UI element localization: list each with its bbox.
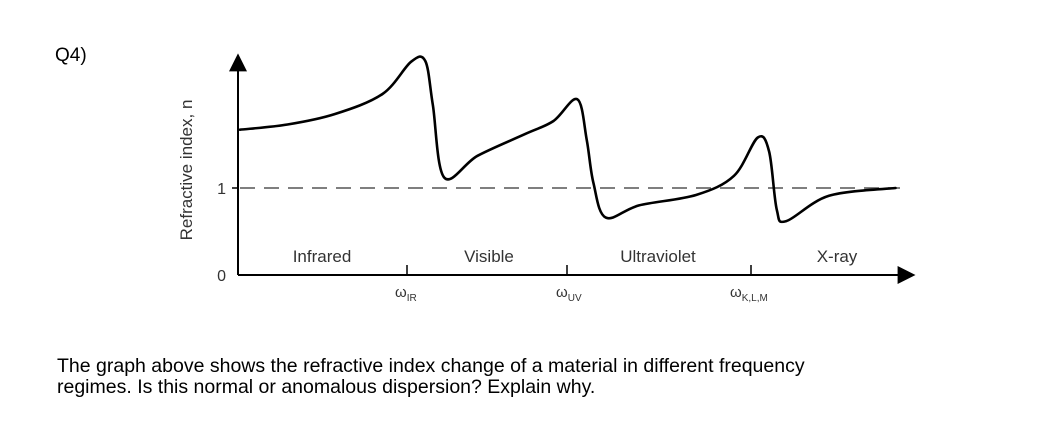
refractive-index-chart: Refractive index, n 0 1 ωIR ωUV ωK,L,M I… bbox=[177, 53, 916, 304]
region-label-infrared: Infrared bbox=[293, 247, 352, 266]
region-label-ultraviolet: Ultraviolet bbox=[620, 247, 696, 266]
region-label-xray: X-ray bbox=[817, 247, 858, 266]
question-text-line-2: regimes. Is this normal or anomalous dis… bbox=[57, 376, 596, 398]
refractive-index-curve bbox=[238, 55, 897, 224]
x-tick-label-klm: ωK,L,M bbox=[730, 284, 768, 304]
region-label-visible: Visible bbox=[464, 247, 514, 266]
question-text: The graph above shows the refractive ind… bbox=[57, 356, 1017, 398]
x-tick-label-uv: ωUV bbox=[556, 284, 582, 304]
y-tick-label-0: 0 bbox=[217, 268, 226, 285]
question-text-line-1: The graph above shows the refractive ind… bbox=[57, 355, 805, 377]
question-label: Q4) bbox=[55, 45, 87, 66]
x-tick-label-ir: ωIR bbox=[395, 284, 417, 304]
y-tick-label-1: 1 bbox=[217, 181, 226, 198]
y-axis-title: Refractive index, n bbox=[177, 100, 196, 241]
